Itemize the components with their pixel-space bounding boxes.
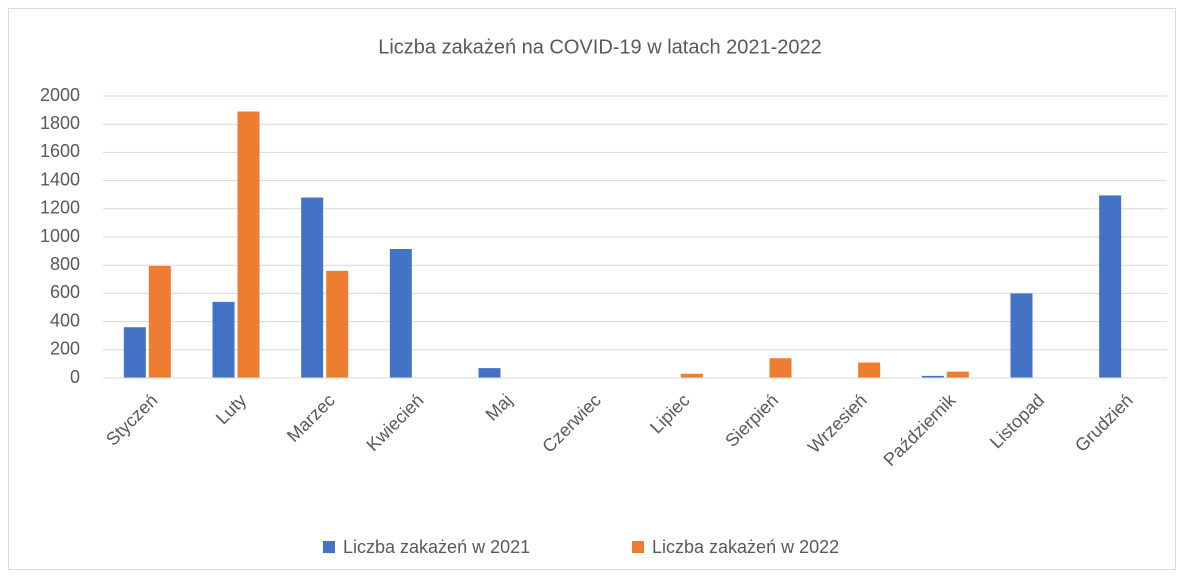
bar [148, 265, 171, 378]
y-tick-label: 1400 [40, 169, 80, 189]
legend-label: Liczba zakażeń w 2021 [343, 537, 530, 557]
y-tick-label: 800 [50, 254, 80, 274]
chart-title: Liczba zakażeń na COVID-19 w latach 2021… [378, 36, 822, 58]
y-tick-label: 600 [50, 282, 80, 302]
y-tick-label: 400 [50, 310, 80, 330]
legend-label: Liczba zakażeń w 2022 [652, 537, 839, 557]
bar [858, 362, 881, 378]
bar [212, 301, 235, 378]
bar [946, 371, 969, 378]
bar [769, 358, 792, 378]
bar [123, 327, 146, 378]
bar [301, 197, 324, 378]
bar [1099, 195, 1122, 378]
bar [680, 373, 703, 378]
y-tick-label: 2000 [40, 85, 80, 105]
bar [237, 111, 260, 378]
y-tick-label: 200 [50, 339, 80, 359]
y-tick-label: 0 [70, 367, 80, 387]
y-tick-label: 1200 [40, 198, 80, 218]
y-tick-label: 1800 [40, 113, 80, 133]
y-tick-label: 1600 [40, 141, 80, 161]
legend-swatch [323, 541, 335, 553]
bar [326, 270, 349, 378]
bar [478, 368, 501, 378]
y-tick-label: 1000 [40, 226, 80, 246]
bar [921, 375, 944, 378]
bar [1010, 293, 1033, 378]
chart-border [8, 8, 1176, 570]
bar [389, 248, 412, 378]
legend-swatch [632, 541, 644, 553]
